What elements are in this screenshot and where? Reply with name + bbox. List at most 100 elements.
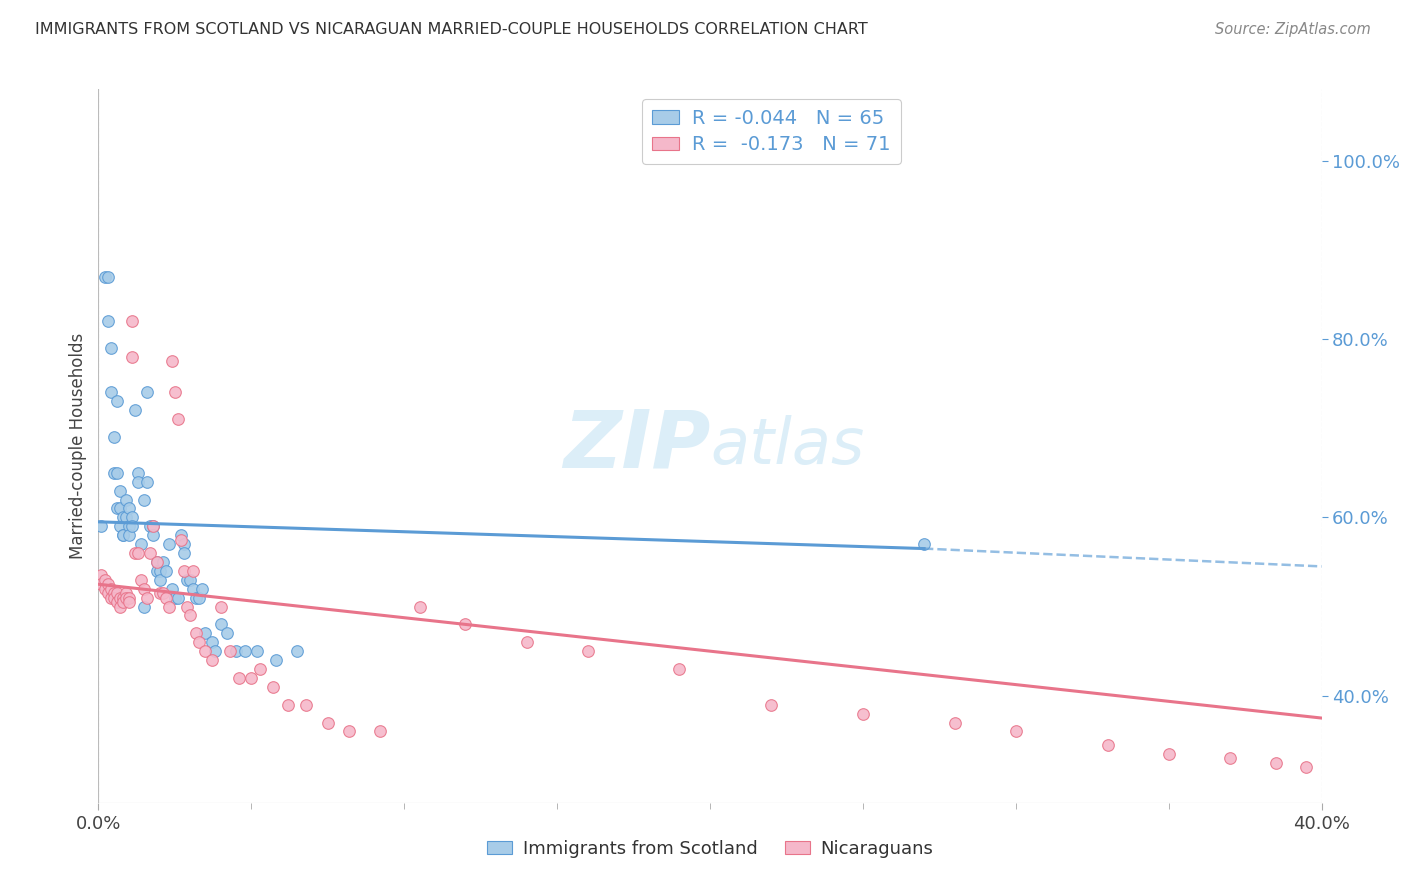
Point (167, 591, 190, 605)
Point (105, 394, 128, 409)
Point (90, 568, 112, 582)
Point (97, 269, 120, 284)
Point (285, 644, 308, 658)
Point (127, 546, 149, 560)
Point (209, 617, 232, 632)
Point (316, 715, 339, 730)
Point (454, 617, 477, 632)
Point (121, 314, 143, 328)
Point (173, 564, 195, 578)
Point (668, 662, 690, 676)
Point (167, 412, 190, 426)
Point (105, 595, 128, 609)
Point (188, 635, 211, 649)
Point (249, 662, 271, 676)
Point (136, 475, 159, 489)
Point (136, 591, 159, 605)
Point (1219, 751, 1241, 765)
Point (176, 573, 198, 587)
Text: IMMIGRANTS FROM SCOTLAND VS NICARAGUAN MARRIED-COUPLE HOUSEHOLDS CORRELATION CHA: IMMIGRANTS FROM SCOTLAND VS NICARAGUAN M… (35, 22, 868, 37)
Point (160, 354, 183, 368)
Point (173, 546, 195, 560)
Point (115, 586, 138, 600)
Point (134, 599, 156, 614)
Point (264, 653, 287, 667)
Point (1295, 760, 1317, 774)
Point (1157, 747, 1180, 761)
Point (152, 555, 174, 569)
Point (105, 501, 128, 516)
Point (149, 586, 172, 600)
Point (108, 483, 131, 498)
Point (149, 564, 172, 578)
Point (145, 564, 167, 578)
Point (204, 644, 226, 658)
Legend: Immigrants from Scotland, Nicaraguans: Immigrants from Scotland, Nicaraguans (479, 833, 941, 865)
Point (121, 510, 143, 524)
Point (191, 582, 214, 596)
Point (145, 555, 167, 569)
Point (93, 269, 115, 284)
Point (337, 724, 360, 739)
Point (852, 706, 875, 721)
Point (179, 573, 201, 587)
Point (105, 466, 128, 480)
Point (186, 591, 208, 605)
Point (163, 591, 186, 605)
Point (97, 586, 120, 600)
Point (90, 577, 112, 591)
Point (100, 385, 122, 400)
Point (181, 582, 204, 596)
Point (97, 314, 120, 328)
Point (100, 341, 122, 355)
Point (912, 537, 935, 551)
Point (139, 546, 162, 560)
Point (408, 599, 430, 614)
Point (155, 564, 177, 578)
Point (155, 591, 177, 605)
Point (115, 510, 138, 524)
Point (100, 591, 122, 605)
Point (157, 537, 180, 551)
Point (145, 555, 167, 569)
Point (134, 492, 156, 507)
Point (181, 564, 204, 578)
Point (111, 528, 134, 542)
Point (127, 475, 149, 489)
Point (1264, 756, 1286, 770)
Point (240, 671, 263, 685)
Point (97, 577, 120, 591)
Text: Source: ZipAtlas.com: Source: ZipAtlas.com (1215, 22, 1371, 37)
Point (103, 586, 125, 600)
Point (115, 591, 138, 605)
Point (129, 573, 152, 587)
Point (516, 635, 538, 649)
Text: ZIP: ZIP (562, 407, 710, 485)
Point (100, 582, 122, 596)
Point (173, 537, 195, 551)
Point (295, 698, 318, 712)
Point (943, 715, 966, 730)
Point (108, 519, 131, 533)
Point (118, 595, 141, 609)
Point (111, 595, 134, 609)
Point (111, 510, 134, 524)
Point (194, 644, 217, 658)
Point (93, 573, 115, 587)
Point (108, 599, 131, 614)
Point (228, 671, 250, 685)
Y-axis label: Married-couple Households: Married-couple Households (69, 333, 87, 559)
Point (118, 519, 141, 533)
Point (186, 626, 208, 640)
Point (170, 528, 193, 542)
Point (103, 591, 125, 605)
Point (108, 591, 131, 605)
Point (233, 644, 256, 658)
Point (129, 537, 152, 551)
Point (121, 350, 143, 364)
Point (188, 591, 211, 605)
Point (139, 519, 162, 533)
Point (127, 466, 149, 480)
Point (209, 599, 232, 614)
Point (136, 385, 159, 400)
